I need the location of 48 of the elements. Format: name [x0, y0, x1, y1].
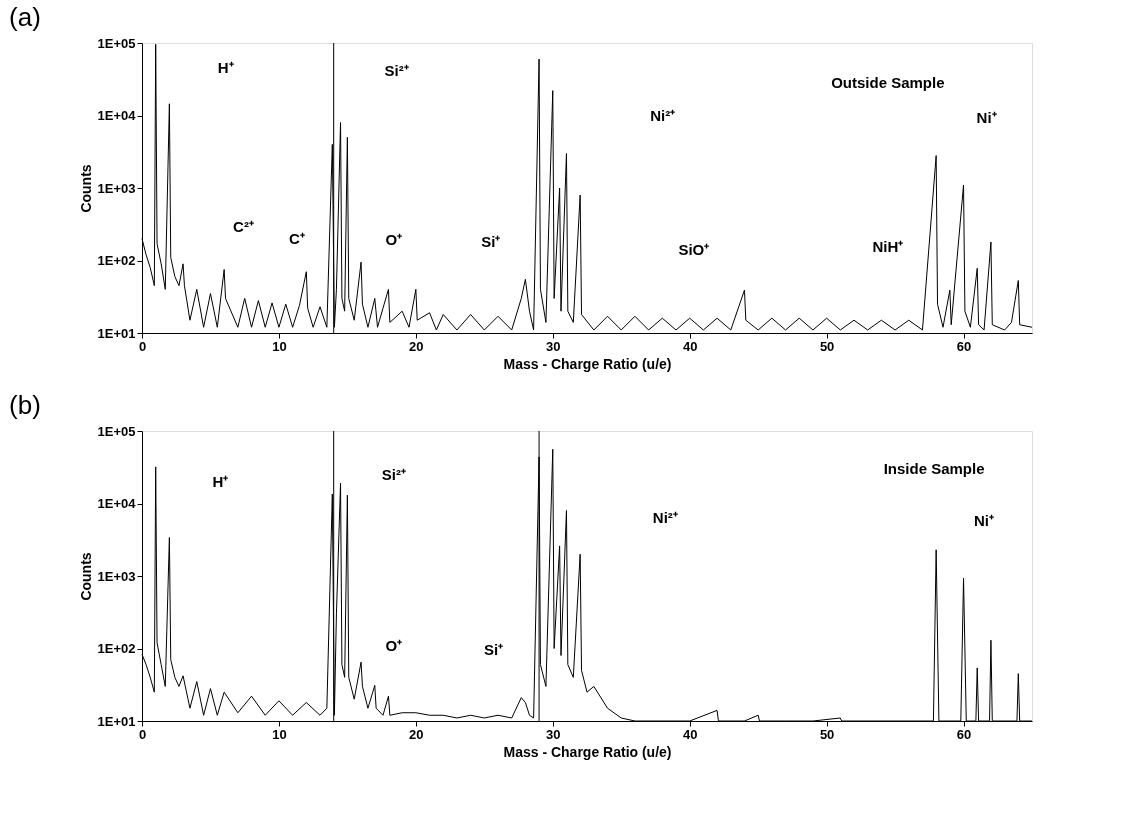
annotation: Si²⁺ — [381, 466, 406, 484]
y-axis-title: Counts — [77, 164, 94, 213]
x-tick-label: 50 — [819, 726, 835, 742]
x-tick-label: 60 — [956, 726, 972, 742]
x-tick-label: 20 — [409, 338, 424, 354]
x-tick-label: 10 — [272, 338, 287, 354]
y-tick-label: 1E+02 — [97, 253, 136, 268]
x-axis-title: Mass - Charge Ratio (u/e) — [503, 743, 672, 760]
annotation: Inside Sample — [883, 460, 985, 478]
annotation: NiH⁺ — [872, 238, 904, 256]
annotation: Si²⁺ — [384, 61, 409, 79]
y-axis-title: Counts — [77, 552, 94, 601]
y-tick-label: 1E+01 — [97, 325, 136, 341]
y-tick-label: 1E+03 — [97, 568, 136, 584]
annotation: C²⁺ — [233, 218, 254, 236]
x-tick-label: 0 — [138, 338, 147, 354]
x-tick-label: 40 — [682, 338, 698, 354]
y-tick-label: 1E+04 — [97, 108, 137, 123]
x-tick-label: 40 — [682, 726, 698, 742]
x-tick-label: 30 — [546, 726, 561, 742]
annotation: Outside Sample — [831, 74, 945, 92]
chart-title: (a) — [9, 2, 41, 32]
y-tick-label: 1E+02 — [97, 641, 136, 656]
annotation: H⁺ — [217, 59, 234, 77]
annotation: SiO⁺ — [678, 241, 710, 259]
annotation: Si⁺ — [481, 233, 501, 251]
x-tick-label: 10 — [272, 726, 287, 742]
annotation: H⁺ — [212, 472, 229, 490]
chart-title: (b) — [9, 390, 41, 420]
annotation: C⁺ — [288, 229, 305, 247]
y-tick-label: 1E+05 — [97, 423, 136, 439]
x-tick-label: 30 — [546, 338, 561, 354]
annotation: Ni²⁺ — [650, 106, 676, 124]
x-axis-title: Mass - Charge Ratio (u/e) — [503, 355, 672, 372]
annotation: Ni⁺ — [976, 109, 997, 127]
y-tick-label: 1E+01 — [97, 713, 136, 729]
annotation: O⁺ — [385, 231, 403, 249]
x-tick-label: 50 — [819, 338, 835, 354]
x-tick-label: 20 — [409, 726, 424, 742]
x-tick-label: 60 — [956, 338, 972, 354]
y-tick-label: 1E+03 — [97, 180, 136, 196]
x-tick-label: 0 — [138, 726, 147, 742]
annotation: Ni²⁺ — [652, 509, 678, 526]
annotation: Si⁺ — [483, 640, 504, 658]
y-tick-label: 1E+05 — [97, 35, 136, 51]
annotation: Ni⁺ — [973, 511, 994, 529]
annotation: O⁺ — [385, 637, 403, 655]
y-tick-label: 1E+04 — [97, 496, 137, 511]
